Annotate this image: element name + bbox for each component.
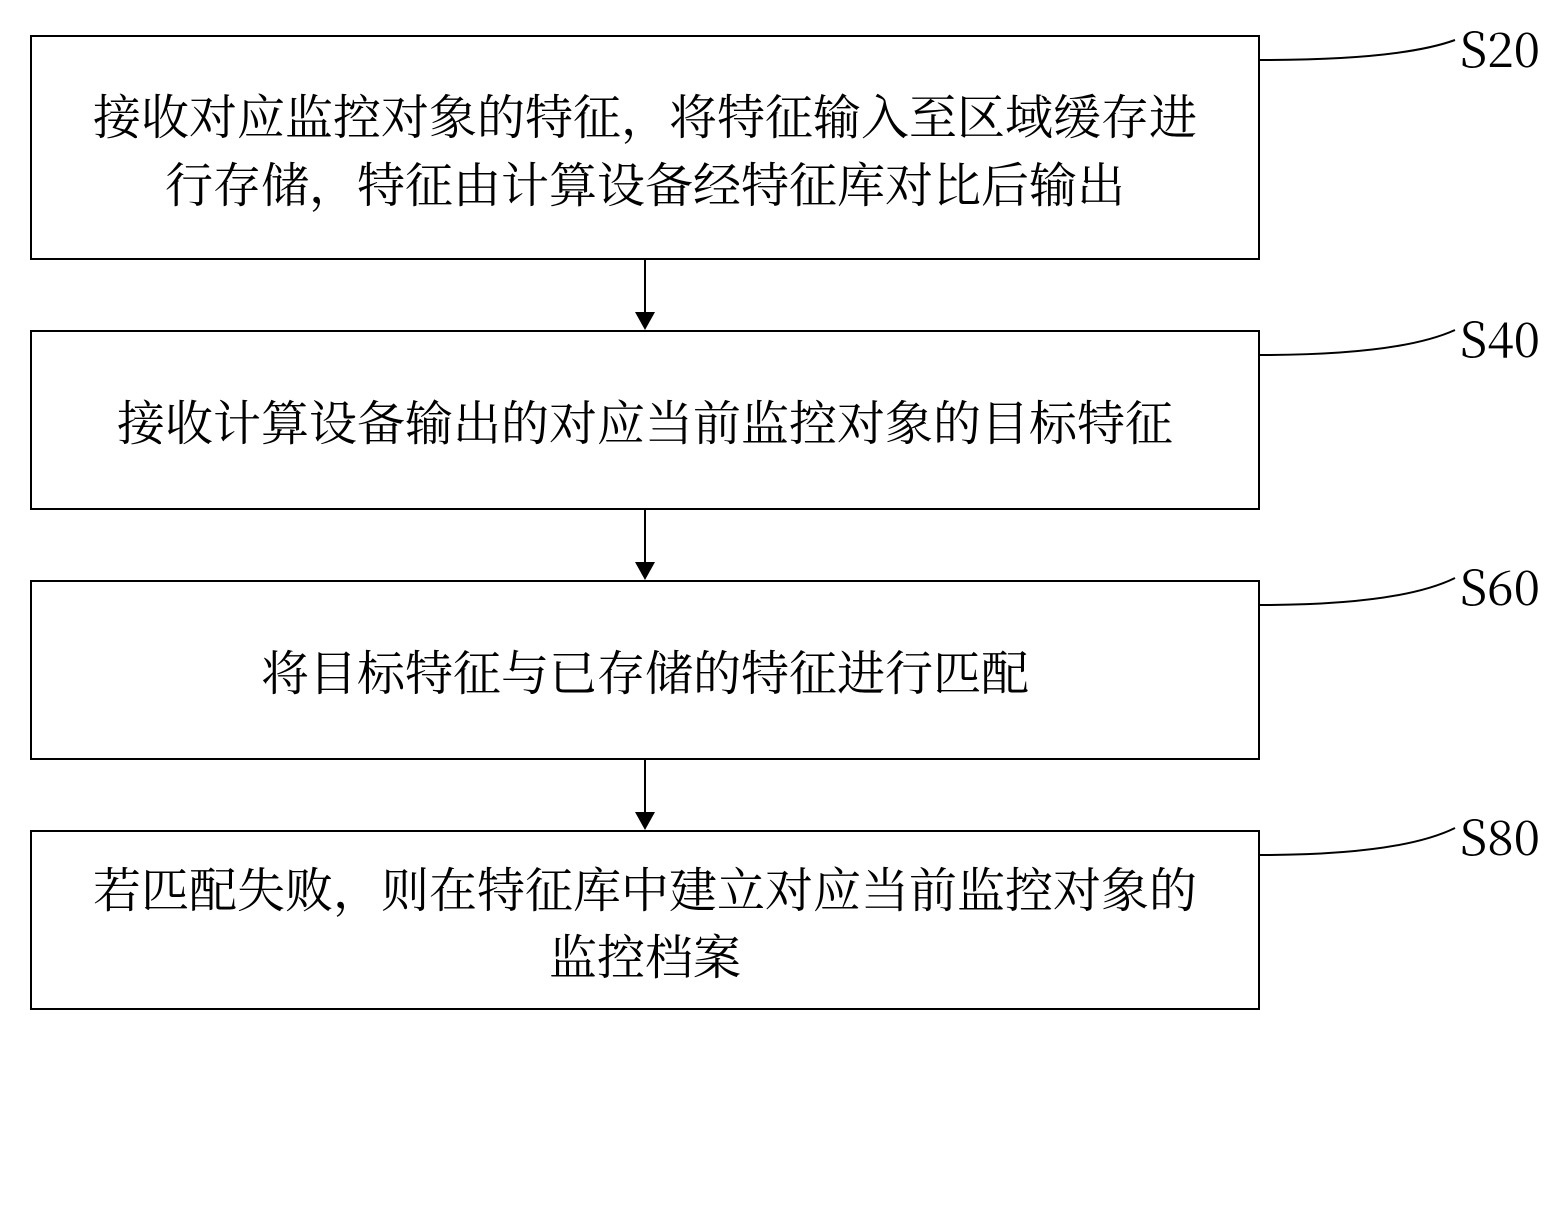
flowchart-canvas: 接收对应监控对象的特征，将特征输入至区域缓存进行存储，特征由计算设备经特征库对比… bbox=[0, 0, 1563, 1208]
arrow-s60-s80 bbox=[635, 760, 655, 830]
leader-s80 bbox=[1260, 828, 1455, 855]
leader-s20 bbox=[1260, 40, 1455, 60]
flow-node-s60-text: 将目标特征与已存储的特征进行匹配 bbox=[261, 636, 1029, 703]
flow-node-s40-text: 接收计算设备输出的对应当前监控对象的目标特征 bbox=[117, 386, 1173, 453]
flow-node-s80: 若匹配失败，则在特征库中建立对应当前监控对象的监控档案 bbox=[30, 830, 1260, 1010]
step-label-s40: S40 bbox=[1460, 302, 1540, 371]
flow-node-s40: 接收计算设备输出的对应当前监控对象的目标特征 bbox=[30, 330, 1260, 510]
step-label-s60: S60 bbox=[1460, 550, 1540, 619]
flow-node-s80-text: 若匹配失败，则在特征库中建立对应当前监控对象的监控档案 bbox=[72, 853, 1218, 987]
flow-node-s20: 接收对应监控对象的特征，将特征输入至区域缓存进行存储，特征由计算设备经特征库对比… bbox=[30, 35, 1260, 260]
arrow-s20-s40 bbox=[635, 260, 655, 330]
arrow-s40-s60 bbox=[635, 510, 655, 580]
step-label-s80: S80 bbox=[1460, 800, 1540, 869]
flow-node-s20-text: 接收对应监控对象的特征，将特征输入至区域缓存进行存储，特征由计算设备经特征库对比… bbox=[72, 80, 1218, 214]
flow-node-s60: 将目标特征与已存储的特征进行匹配 bbox=[30, 580, 1260, 760]
leader-s60 bbox=[1260, 578, 1455, 605]
step-label-s20: S20 bbox=[1460, 12, 1540, 81]
leader-s40 bbox=[1260, 330, 1455, 355]
